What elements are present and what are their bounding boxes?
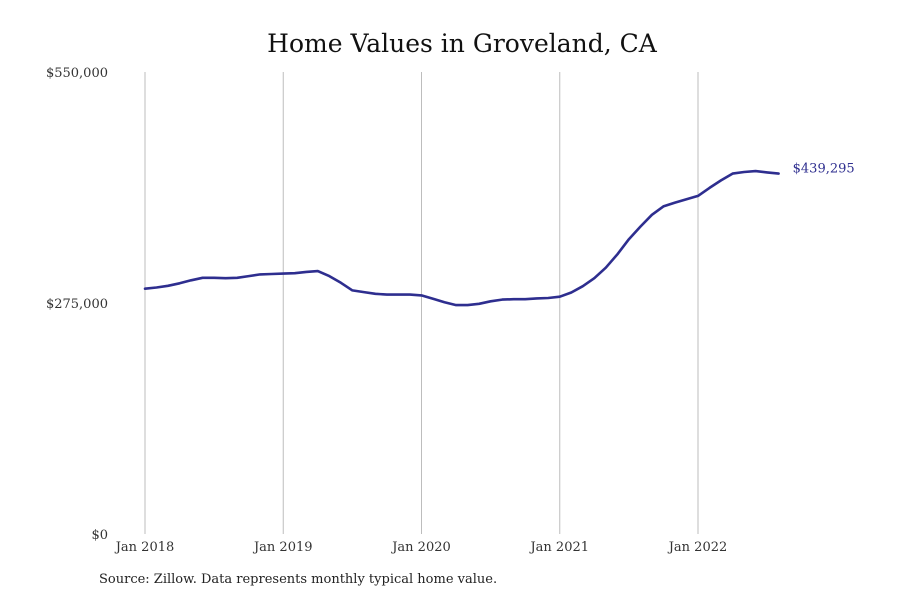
source-note: Source: Zillow. Data represents monthly … <box>99 572 498 587</box>
x-tick-label: Jan 2019 <box>252 540 313 555</box>
y-tick-label: $550,000 <box>46 66 108 81</box>
end-value-label: $439,295 <box>793 162 855 177</box>
chart-title: Home Values in Groveland, CA <box>267 29 658 58</box>
y-tick-label: $0 <box>91 528 108 543</box>
x-tick-label: Jan 2020 <box>390 540 451 555</box>
x-tick-label: Jan 2021 <box>528 540 589 555</box>
x-tick-label: Jan 2022 <box>667 540 728 555</box>
y-tick-label: $275,000 <box>46 297 108 312</box>
series-layer: $439,295 <box>143 162 855 307</box>
y-axis-ticks: $0 $275,000 $550,000 <box>46 66 108 543</box>
series-line <box>143 169 780 307</box>
x-tick-label: Jan 2018 <box>114 540 175 555</box>
x-axis-ticks: Jan 2018 Jan 2019 Jan 2020 Jan 2021 Jan 2022 <box>114 540 728 555</box>
grid-lines <box>144 72 699 534</box>
